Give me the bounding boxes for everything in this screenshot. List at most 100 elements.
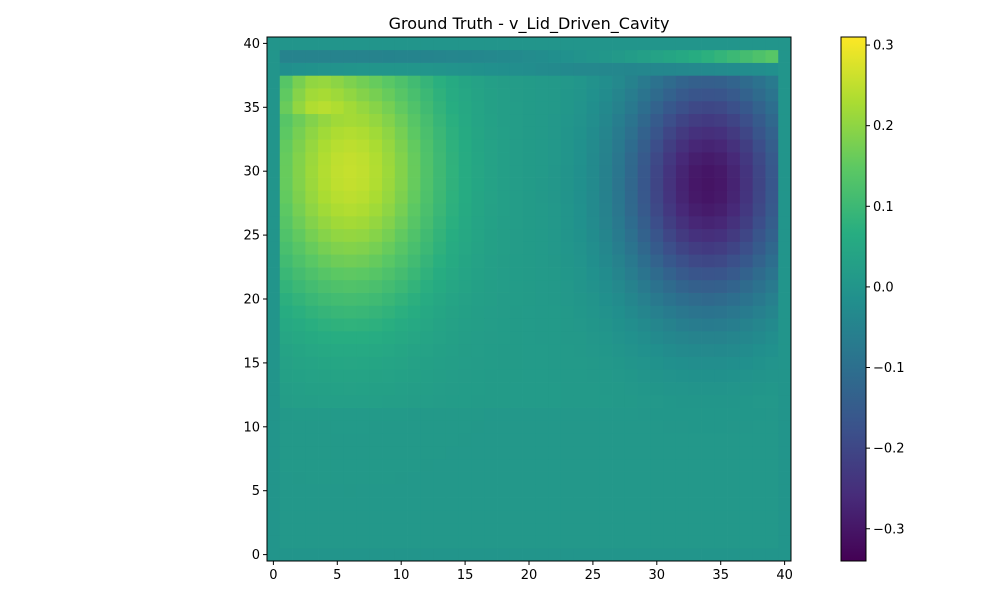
heatmap-cell (663, 330, 677, 345)
heatmap-cell (382, 88, 396, 102)
heatmap-cell (535, 241, 549, 255)
heatmap-cell (292, 484, 306, 498)
heatmap-cell (612, 164, 626, 178)
heatmap-cell (458, 152, 472, 166)
heatmap-cell (420, 382, 434, 396)
heatmap-cell (663, 535, 677, 549)
heatmap-cell (637, 343, 651, 357)
heatmap-cell (318, 330, 332, 345)
heatmap-cell (663, 318, 677, 332)
heatmap-cell (292, 126, 306, 140)
heatmap-cell (586, 305, 600, 319)
heatmap-cell (714, 420, 728, 434)
heatmap-cell (765, 113, 779, 127)
heatmap-cell (701, 62, 715, 76)
heatmap-cell (778, 305, 792, 319)
heatmap-cell (586, 420, 600, 434)
heatmap-cell (752, 484, 766, 498)
heatmap-cell (701, 535, 715, 549)
heatmap-cell (445, 369, 460, 383)
heatmap-cell (701, 190, 715, 204)
heatmap-cell (509, 484, 523, 498)
heatmap-cell (394, 369, 408, 383)
heatmap-cell (471, 445, 485, 460)
heatmap-cell (394, 318, 408, 332)
heatmap-cell (727, 522, 741, 536)
heatmap-cell (560, 548, 575, 562)
heatmap-cell (778, 113, 792, 127)
heatmap-cell (279, 267, 293, 281)
heatmap-cell (458, 330, 472, 345)
heatmap-cell (535, 394, 549, 408)
heatmap-cell (369, 254, 383, 268)
heatmap-cell (586, 471, 600, 485)
heatmap-cell (522, 100, 536, 115)
heatmap-cell (267, 139, 281, 153)
heatmap-cell (407, 203, 421, 217)
heatmap-cell (573, 305, 587, 319)
heatmap-cell (445, 330, 460, 345)
heatmap-cell (407, 369, 421, 383)
heatmap-cell (663, 497, 677, 511)
heatmap-cell (535, 369, 549, 383)
heatmap-cell (509, 49, 523, 63)
heatmap-cell (624, 164, 638, 178)
heatmap-cell (343, 62, 357, 76)
heatmap-cell (497, 548, 511, 562)
heatmap-cell (624, 330, 638, 345)
heatmap-cell (663, 62, 677, 76)
heatmap-cell (612, 62, 626, 76)
heatmap-cell (318, 382, 332, 396)
heatmap-cell (343, 139, 357, 153)
heatmap-cell (343, 152, 357, 166)
heatmap-cell (445, 484, 460, 498)
heatmap-cell (509, 394, 523, 408)
heatmap-cell (445, 548, 460, 562)
heatmap-cell (663, 139, 677, 153)
heatmap-cell (675, 126, 690, 140)
heatmap-cell (778, 279, 792, 293)
heatmap-cell (292, 279, 306, 293)
heatmap-cell (445, 190, 460, 204)
heatmap-cell (675, 497, 690, 511)
heatmap-cell (420, 369, 434, 383)
heatmap-cell (739, 318, 754, 332)
heatmap-cell (458, 267, 472, 281)
heatmap-cell (471, 267, 485, 281)
heatmap-cell (663, 164, 677, 178)
heatmap-cell (305, 254, 319, 268)
heatmap-cell (318, 164, 332, 178)
heatmap-cell (739, 407, 754, 421)
heatmap-cell (688, 305, 702, 319)
heatmap-cell (637, 62, 651, 76)
heatmap-cell (586, 113, 600, 127)
heatmap-cell (714, 548, 728, 562)
heatmap-cell (394, 190, 408, 204)
heatmap-cell (330, 37, 345, 51)
heatmap-cell (573, 113, 587, 127)
heatmap-cell (701, 88, 715, 102)
heatmap-cell (433, 113, 447, 127)
heatmap-cell (752, 177, 766, 191)
heatmap-cell (765, 343, 779, 357)
heatmap-cell (305, 407, 319, 421)
heatmap-cell (714, 254, 728, 268)
heatmap-cell (305, 75, 319, 89)
heatmap-cell (739, 139, 754, 153)
heatmap-cell (739, 343, 754, 357)
heatmap-cell (675, 152, 690, 166)
heatmap-cell (688, 113, 702, 127)
heatmap-cell (688, 190, 702, 204)
heatmap-cell (637, 75, 651, 89)
heatmap-cell (356, 497, 370, 511)
heatmap-cell (279, 139, 293, 153)
heatmap-cell (292, 535, 306, 549)
heatmap-cell (509, 88, 523, 102)
heatmap-cell (292, 407, 306, 421)
heatmap-cell (714, 203, 728, 217)
heatmap-cell (318, 126, 332, 140)
heatmap-cell (356, 471, 370, 485)
heatmap-cell (292, 241, 306, 255)
heatmap-cell (765, 318, 779, 332)
